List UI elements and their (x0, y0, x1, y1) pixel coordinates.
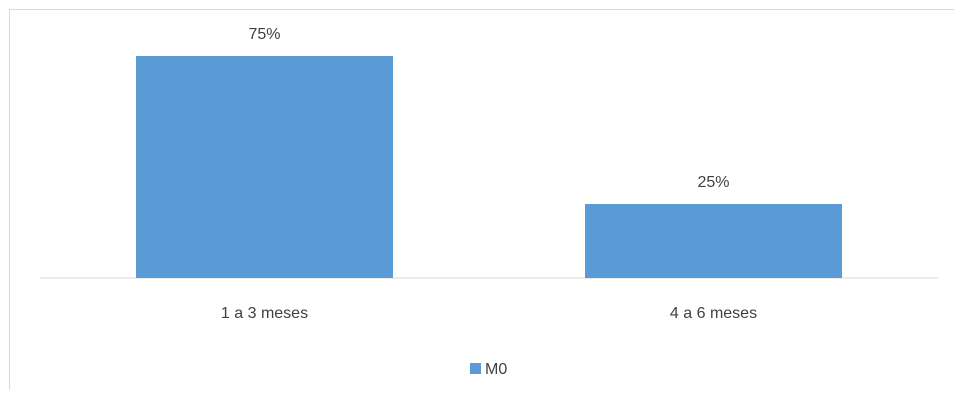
category-label-2: 4 a 6 meses (670, 305, 757, 322)
legend-swatch-m0 (470, 363, 481, 374)
bars-group (136, 56, 842, 278)
chart-frame (9, 9, 954, 390)
category-label-1: 1 a 3 meses (221, 305, 308, 322)
value-labels-group: 75% 25% (248, 26, 729, 191)
category-labels-group: 1 a 3 meses 4 a 6 meses (221, 305, 757, 322)
legend: M0 (470, 361, 507, 378)
legend-label-m0: M0 (485, 361, 507, 378)
bar-1 (136, 56, 393, 278)
value-label-2: 25% (697, 174, 729, 191)
bar-2 (585, 204, 842, 278)
value-label-1: 75% (248, 26, 280, 43)
